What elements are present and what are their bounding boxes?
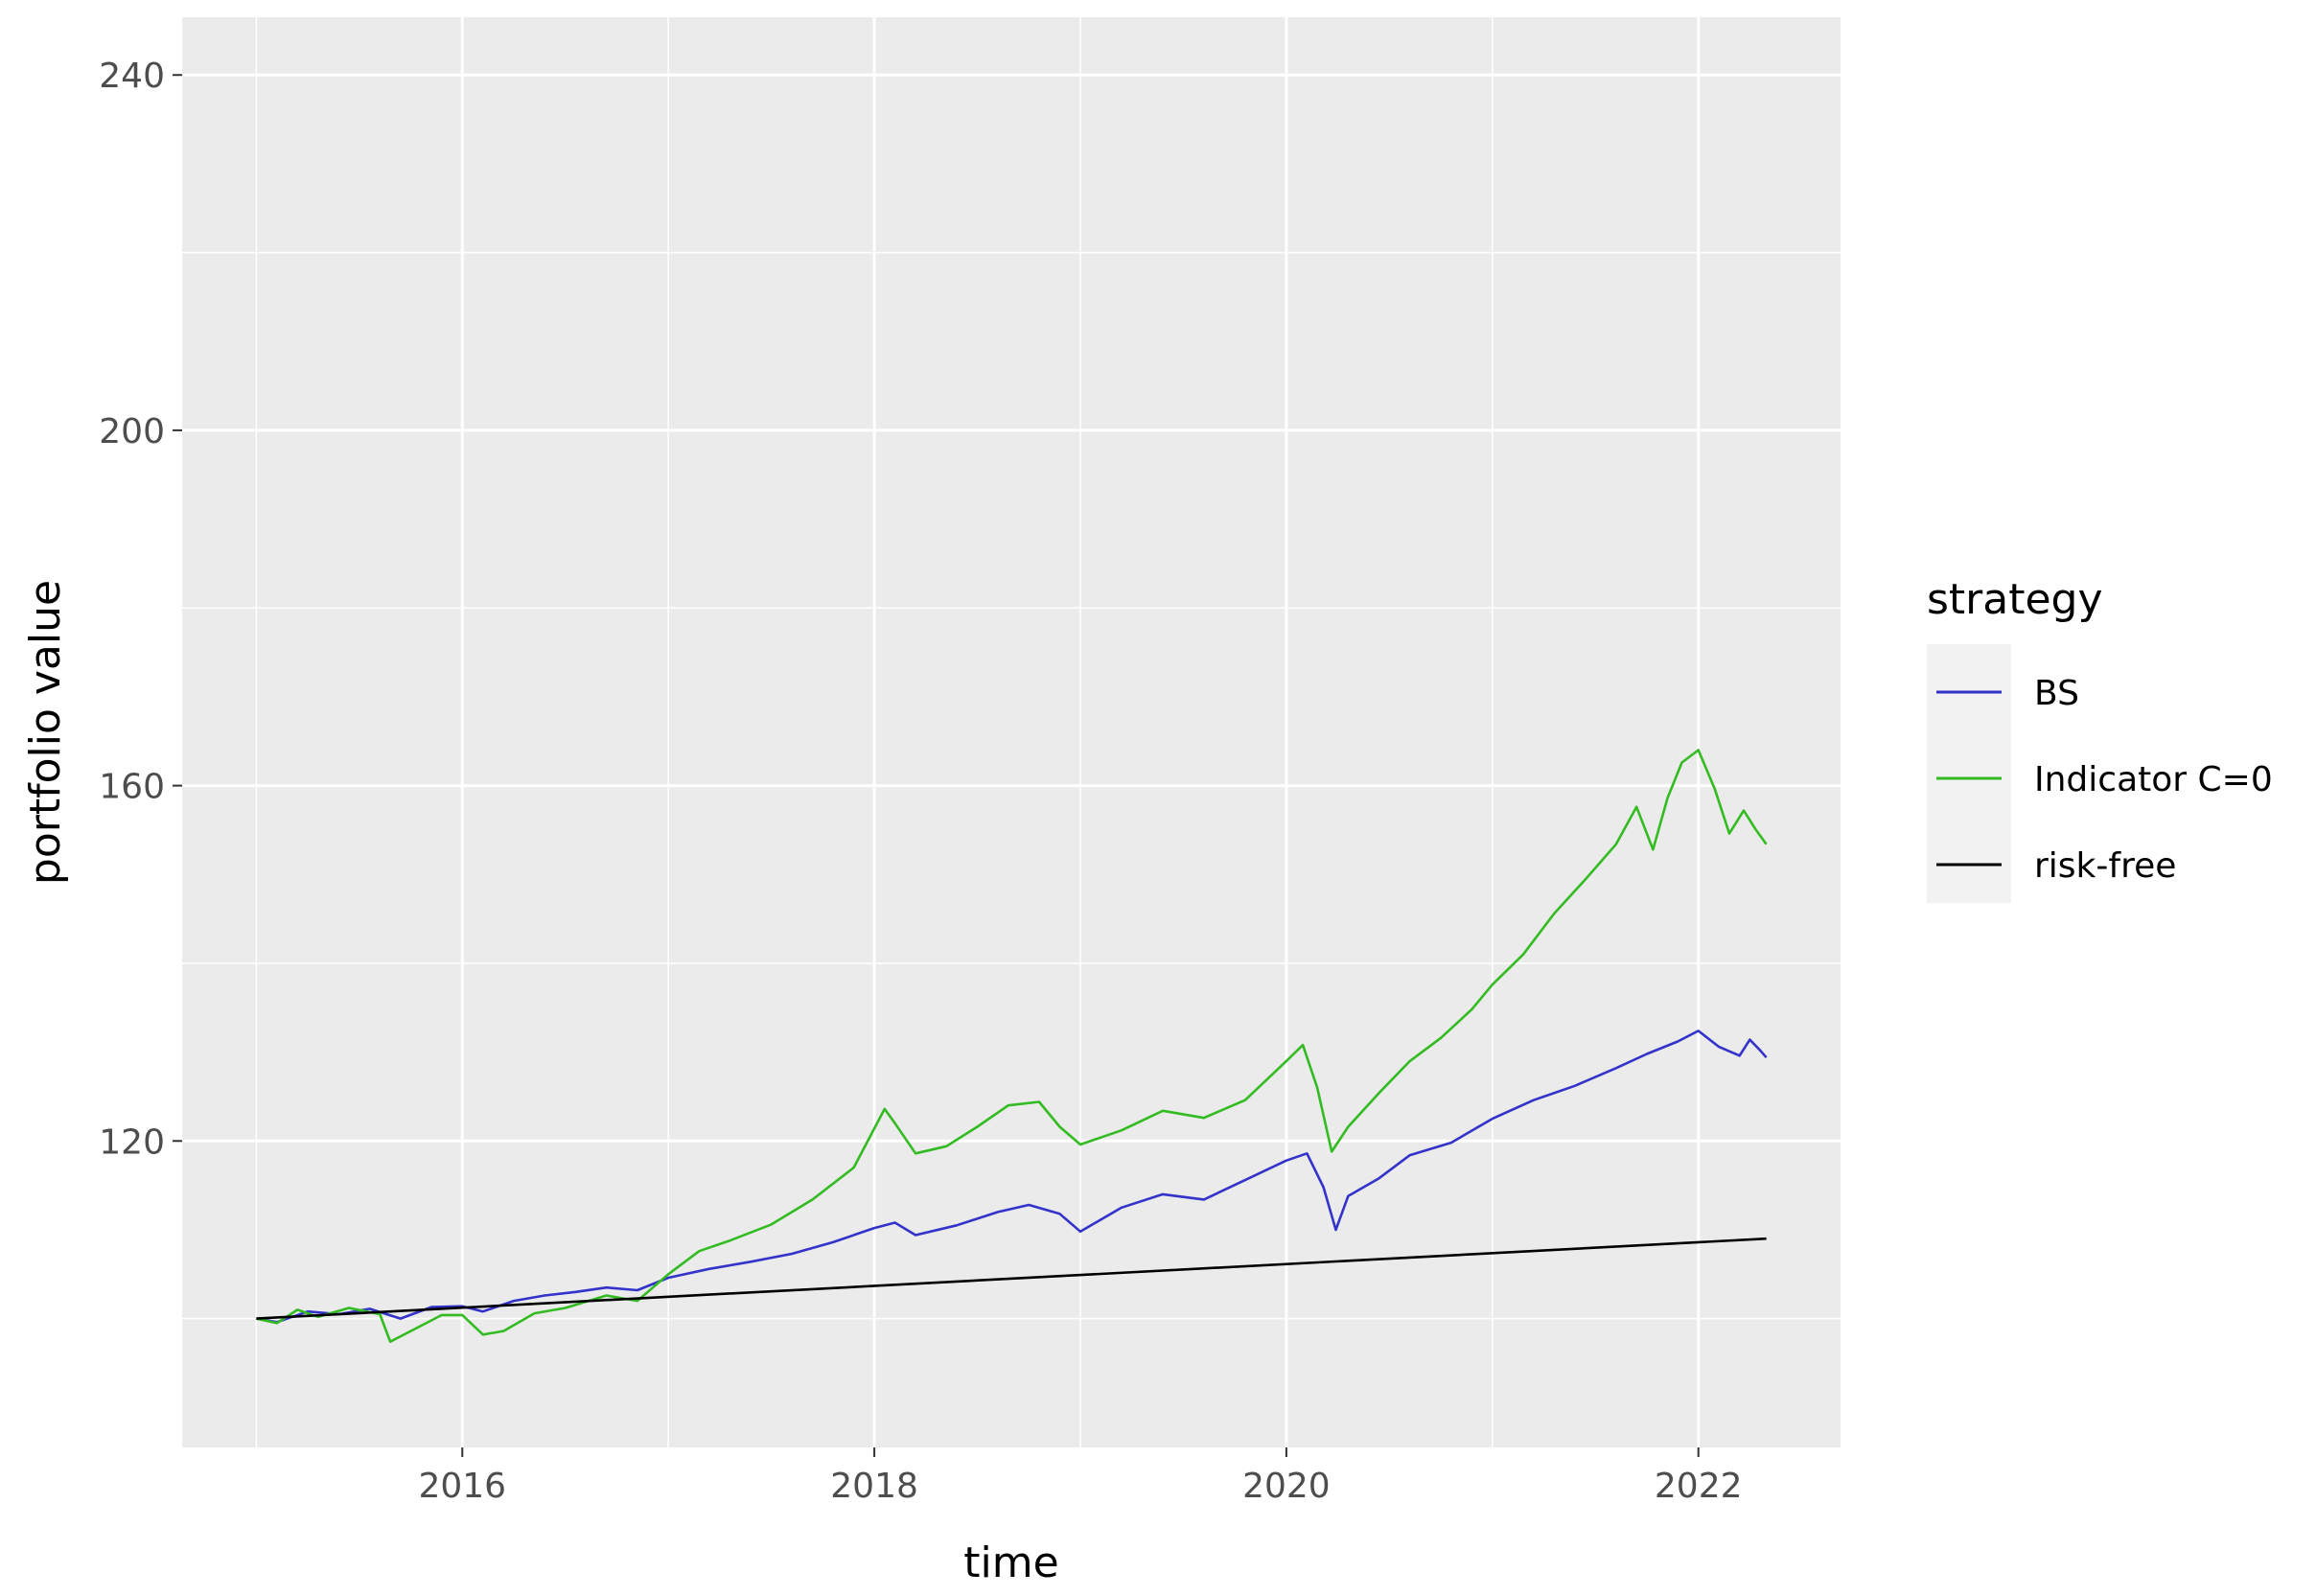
legend-key-background <box>1927 644 2011 903</box>
major-gridlines <box>182 17 1841 1447</box>
legend-entry-label: Indicator C=0 <box>2034 760 2273 799</box>
y-tick-label: 200 <box>99 412 165 451</box>
x-tick-label: 2020 <box>1242 1467 1331 1506</box>
x-tick-label: 2018 <box>830 1467 918 1506</box>
series-layer <box>256 749 1768 1343</box>
series-line-bs <box>256 1029 1768 1324</box>
y-tick-label: 160 <box>99 768 165 807</box>
plot-panel-background <box>182 17 1841 1447</box>
series-line-indicator-c-0 <box>256 749 1768 1343</box>
legend: strategy BS Indicator C=0 risk-free <box>1927 575 2273 903</box>
legend-entry-label: BS <box>2034 674 2079 713</box>
x-axis: 2016 2018 2020 2022 <box>418 1447 1743 1506</box>
x-tick-label: 2022 <box>1655 1467 1743 1506</box>
y-axis: 120 160 200 240 <box>99 57 182 1162</box>
x-axis-title: time <box>963 1538 1058 1587</box>
minor-gridlines <box>182 17 1841 1447</box>
x-tick-label: 2016 <box>418 1467 506 1506</box>
y-tick-label: 240 <box>99 57 165 96</box>
legend-title: strategy <box>1927 575 2103 624</box>
y-axis-title: portfolio value <box>21 580 70 885</box>
legend-entry-label: risk-free <box>2034 846 2176 886</box>
legend-entries: BS Indicator C=0 risk-free <box>1936 674 2273 886</box>
y-tick-label: 120 <box>99 1122 165 1162</box>
series-line-risk-free <box>256 1237 1767 1320</box>
